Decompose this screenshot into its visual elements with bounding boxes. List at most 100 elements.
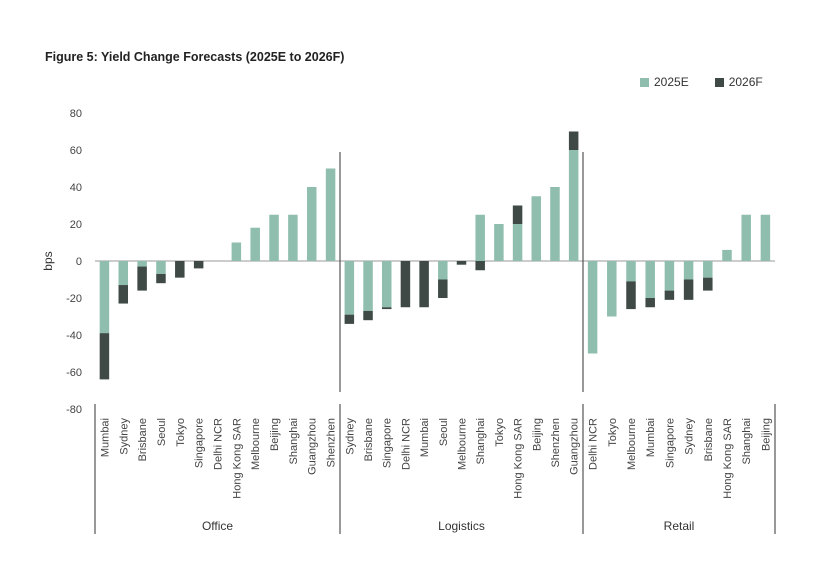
- bar-2025e: [703, 261, 713, 278]
- bar-2025e: [645, 261, 655, 298]
- bar-2025e: [568, 150, 579, 261]
- bar-2026f: [475, 261, 485, 271]
- bar-2026f: [645, 298, 655, 308]
- x-tick-label: Delhi NCR: [213, 418, 225, 470]
- bar-2025e: [118, 261, 129, 286]
- bar-2026f: [626, 281, 636, 310]
- bar-2025e: [325, 168, 336, 261]
- y-tick-label: 80: [70, 108, 82, 120]
- y-tick-label: 20: [70, 219, 82, 231]
- x-tick-label: Hong Kong SAR: [513, 418, 525, 499]
- bar-2026f: [703, 277, 713, 291]
- x-tick-label: Seoul: [156, 418, 168, 446]
- bar-2025e: [137, 261, 147, 267]
- bar-2026f: [419, 261, 429, 308]
- x-tick-label: Tokyo: [175, 418, 187, 447]
- bar-2025e: [269, 214, 279, 261]
- bar-2025e: [683, 261, 694, 280]
- x-tick-label: Hong Kong SAR: [231, 418, 243, 499]
- legend-swatch-2025e: [640, 77, 649, 87]
- x-tick-label: Brisbane: [703, 418, 715, 461]
- bar-2025e: [363, 261, 373, 311]
- y-tick-label: 0: [76, 256, 82, 268]
- bar-2026f: [99, 333, 110, 380]
- x-tick-label: Shenzhen: [550, 418, 562, 468]
- y-tick-label: -20: [66, 293, 82, 305]
- x-tick-label: Sydney: [684, 418, 696, 455]
- y-axis-label: bps: [41, 251, 55, 270]
- x-tick-label: Shanghai: [475, 418, 487, 465]
- bar-2025e: [607, 261, 617, 317]
- bar-2025e: [231, 242, 242, 261]
- bar-2025e: [306, 187, 317, 261]
- x-tick-label: Shanghai: [288, 418, 300, 465]
- legend-item-2025e: 2025E: [640, 75, 689, 89]
- x-tick-label: Brisbane: [363, 418, 375, 461]
- bar-2025e: [381, 261, 392, 308]
- bar-2025e: [664, 261, 675, 291]
- bar-2026f: [156, 273, 166, 284]
- bar-2025e: [344, 261, 355, 315]
- x-tick-label: Melbourne: [250, 418, 262, 470]
- bar-2026f: [568, 131, 579, 150]
- legend-item-2026f: 2026F: [714, 75, 763, 89]
- x-tick-label: Singapore: [194, 418, 206, 468]
- x-tick-label: Beijing: [760, 418, 772, 451]
- y-tick-label: -60: [66, 367, 82, 379]
- bar-2025e: [438, 261, 448, 280]
- bar-2026f: [344, 314, 355, 324]
- bar-2026f: [456, 261, 467, 265]
- bar-2025e: [512, 224, 523, 261]
- y-tick-label: 60: [70, 145, 82, 157]
- x-tick-label: Melbourne: [626, 418, 638, 470]
- bar-2026f: [175, 261, 185, 278]
- bar-2025e: [156, 261, 166, 274]
- x-tick-label: Shenzhen: [326, 418, 338, 468]
- bar-2026f: [438, 279, 448, 298]
- x-tick-label: Mumbai: [645, 418, 657, 457]
- bar-2025e: [531, 196, 542, 261]
- bar-2026f: [363, 310, 373, 321]
- y-tick-label: 40: [70, 182, 82, 194]
- x-tick-label: Sydney: [118, 418, 130, 455]
- bar-2025e: [587, 261, 598, 354]
- bar-2025e: [250, 227, 260, 261]
- bar-2025e: [722, 249, 732, 261]
- x-tick-label: Delhi NCR: [588, 418, 600, 470]
- x-tick-label: Tokyo: [494, 418, 506, 447]
- y-tick-label: -80: [66, 404, 82, 416]
- x-tick-label: Shanghai: [741, 418, 753, 465]
- bar-2026f: [193, 261, 204, 269]
- group-label: Office: [202, 519, 233, 533]
- x-tick-label: Hong Kong SAR: [722, 418, 734, 499]
- bar-2026f: [683, 279, 694, 300]
- x-tick-label: Melbourne: [457, 418, 469, 470]
- group-label: Logistics: [438, 519, 485, 533]
- bar-2026f: [118, 285, 129, 304]
- x-tick-label: Seoul: [438, 418, 450, 446]
- legend: 2025E 2026F: [640, 75, 763, 89]
- bar-2025e: [741, 214, 751, 261]
- group-label: Retail: [664, 519, 695, 533]
- x-tick-label: Guangzhou: [569, 418, 581, 475]
- x-tick-label: Delhi NCR: [400, 418, 412, 470]
- bar-2025e: [288, 214, 298, 261]
- bar-2025e: [626, 261, 636, 282]
- bar-2025e: [760, 214, 771, 261]
- bar-2026f: [137, 266, 147, 291]
- bar-2026f: [512, 205, 523, 224]
- x-tick-label: Beijing: [531, 418, 543, 451]
- bar-2025e: [475, 214, 485, 261]
- x-tick-label: Beijing: [269, 418, 281, 451]
- x-tick-label: Mumbai: [419, 418, 431, 457]
- bar-2025e: [494, 224, 504, 261]
- chart-title: Figure 5: Yield Change Forecasts (2025E …: [45, 50, 345, 64]
- legend-label-2026f: 2026F: [728, 75, 763, 89]
- bar-2026f: [400, 261, 411, 308]
- bar-2026f: [664, 290, 675, 300]
- x-tick-label: Sydney: [344, 418, 356, 455]
- y-tick-label: -40: [66, 330, 82, 342]
- x-tick-label: Guangzhou: [307, 418, 319, 475]
- legend-swatch-2026f: [714, 77, 724, 87]
